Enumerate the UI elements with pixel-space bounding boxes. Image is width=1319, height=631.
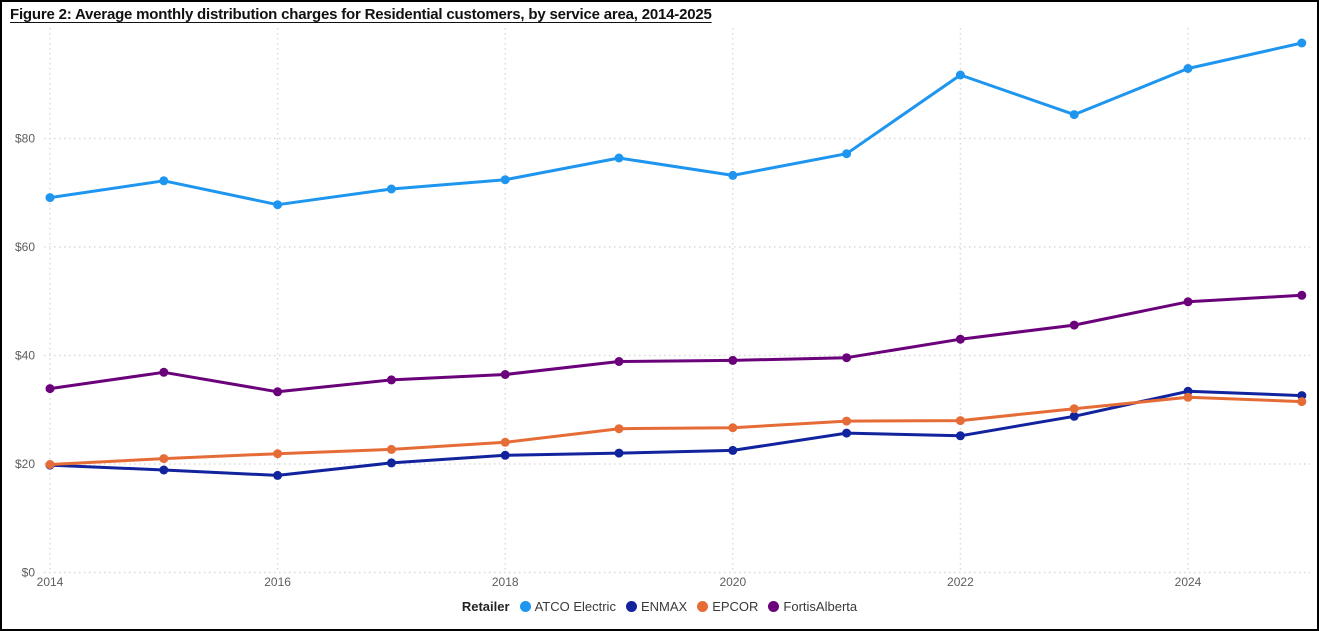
chart-legend: Retailer ATCO Electric ENMAX EPCOR FortisAl…: [2, 599, 1317, 614]
data-point-enmax-2021[interactable]: [842, 428, 852, 438]
legend-title: Retailer: [461, 599, 510, 614]
data-point-enmax-2019[interactable]: [614, 448, 624, 458]
data-point-epcor-2022[interactable]: [955, 416, 965, 426]
data-point-atco-electric-2014[interactable]: [45, 193, 55, 203]
data-point-atco-electric-2020[interactable]: [728, 170, 738, 180]
data-point-atco-electric-2019[interactable]: [614, 153, 624, 163]
y-axis-tick-label: $60: [15, 240, 35, 254]
y-axis-tick-label: $20: [15, 457, 35, 471]
legend-item-label: EPCOR: [712, 599, 759, 614]
data-point-epcor-2020[interactable]: [728, 423, 738, 433]
legend-item-fortisalberta[interactable]: FortisAlberta: [768, 599, 857, 614]
x-axis-tick-label: 2016: [264, 575, 291, 589]
series-line-enmax[interactable]: [48, 389, 1304, 477]
data-point-enmax-2023[interactable]: [1069, 411, 1079, 421]
chart-title: Figure 2: Average monthly distribution c…: [10, 6, 712, 23]
legend-color-dot-icon: [697, 601, 709, 612]
data-point-epcor-2014[interactable]: [45, 460, 55, 469]
data-point-fortisalberta-2014[interactable]: [45, 384, 55, 394]
legend-item-atco-electric[interactable]: ATCO Electric: [519, 599, 616, 614]
data-point-enmax-2018[interactable]: [500, 450, 510, 460]
y-axis-tick-label: $0: [22, 566, 36, 580]
legend-item-label: ATCO Electric: [534, 599, 616, 614]
data-point-atco-electric-2018[interactable]: [500, 175, 510, 185]
series-line-atco-electric[interactable]: [48, 41, 1304, 207]
data-point-fortisalberta-2018[interactable]: [500, 370, 510, 379]
data-point-fortisalberta-2015[interactable]: [159, 367, 169, 377]
data-point-atco-electric-2016[interactable]: [273, 200, 283, 210]
data-point-atco-electric-2023[interactable]: [1069, 110, 1079, 120]
x-axis-tick-label: 2022: [947, 575, 974, 589]
data-point-enmax-2016[interactable]: [273, 470, 283, 480]
y-axis-tick-label: $40: [15, 349, 35, 363]
data-point-epcor-2016[interactable]: [273, 449, 283, 459]
x-axis-tick-label: 2024: [1175, 575, 1202, 589]
data-point-epcor-2015[interactable]: [159, 454, 169, 464]
data-point-fortisalberta-2020[interactable]: [728, 355, 738, 365]
data-point-atco-electric-2022[interactable]: [955, 70, 965, 80]
data-point-fortisalberta-2024[interactable]: [1183, 297, 1193, 307]
data-point-fortisalberta-2023[interactable]: [1069, 320, 1079, 330]
data-point-fortisalberta-2017[interactable]: [386, 375, 396, 385]
data-point-enmax-2015[interactable]: [159, 465, 169, 475]
data-point-enmax-2020[interactable]: [728, 445, 738, 455]
data-point-fortisalberta-2022[interactable]: [955, 334, 965, 344]
x-axis-tick-label: 2018: [492, 575, 519, 589]
data-point-fortisalberta-2019[interactable]: [614, 357, 624, 366]
data-point-atco-electric-2024[interactable]: [1183, 64, 1193, 73]
data-point-fortisalberta-2025[interactable]: [1297, 290, 1307, 300]
series-line-fortisalberta[interactable]: [48, 293, 1304, 394]
data-point-fortisalberta-2021[interactable]: [842, 353, 852, 363]
data-point-epcor-2017[interactable]: [386, 444, 396, 454]
data-point-atco-electric-2021[interactable]: [842, 149, 852, 159]
data-point-epcor-2019[interactable]: [614, 424, 624, 434]
data-point-enmax-2022[interactable]: [955, 431, 965, 441]
series-line-epcor[interactable]: [48, 395, 1304, 466]
data-point-atco-electric-2017[interactable]: [386, 184, 396, 194]
data-point-atco-electric-2015[interactable]: [159, 176, 169, 186]
data-point-epcor-2025[interactable]: [1297, 397, 1307, 407]
x-axis-tick-label: 2014: [37, 575, 64, 589]
legend-item-enmax[interactable]: ENMAX: [625, 599, 688, 614]
data-point-epcor-2018[interactable]: [500, 437, 510, 447]
legend-color-dot-icon: [519, 601, 531, 612]
legend-color-dot-icon: [768, 601, 780, 612]
data-point-enmax-2017[interactable]: [386, 458, 396, 468]
x-axis-tick-label: 2020: [719, 575, 746, 589]
legend-item-epcor[interactable]: EPCOR: [697, 599, 758, 614]
legend-item-label: ENMAX: [640, 599, 688, 614]
data-point-fortisalberta-2016[interactable]: [273, 387, 283, 397]
data-point-epcor-2024[interactable]: [1183, 392, 1193, 402]
data-point-epcor-2023[interactable]: [1069, 404, 1079, 414]
data-point-epcor-2021[interactable]: [842, 416, 852, 426]
data-point-atco-electric-2025[interactable]: [1297, 38, 1307, 48]
y-axis-tick-label: $80: [15, 132, 35, 146]
legend-item-label: FortisAlberta: [783, 599, 858, 614]
legend-color-dot-icon: [625, 601, 637, 612]
